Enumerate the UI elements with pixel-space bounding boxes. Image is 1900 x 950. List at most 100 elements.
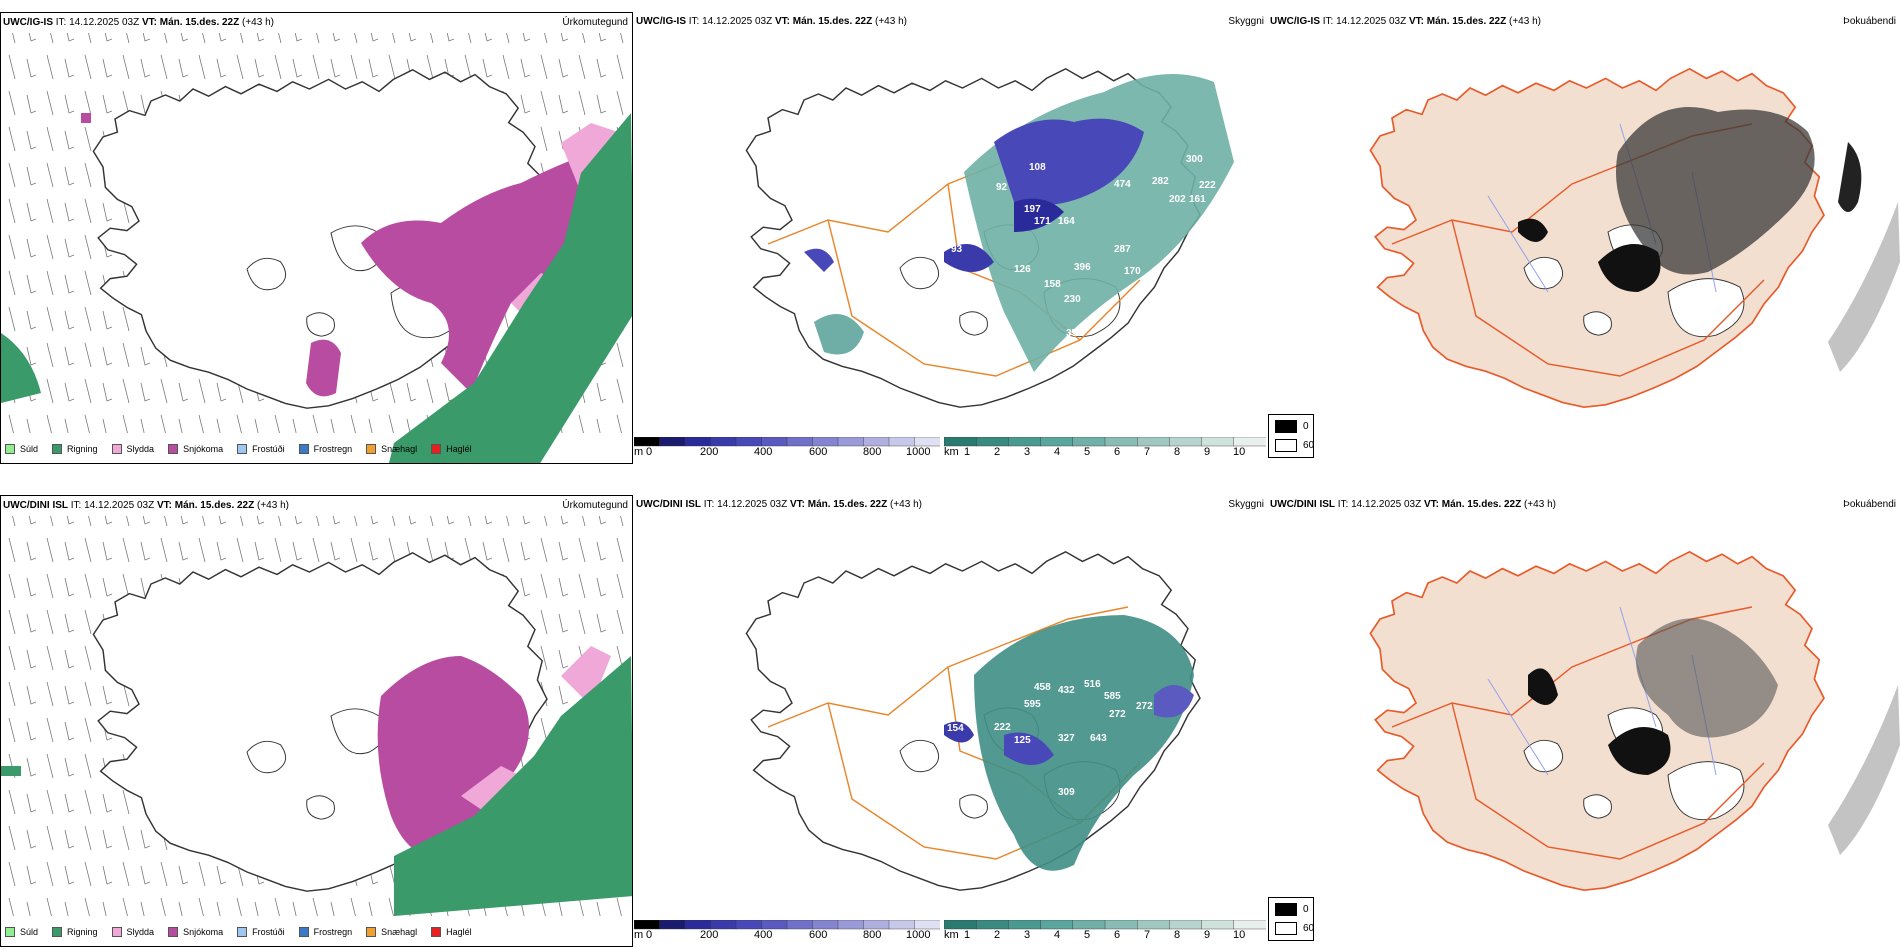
height-label: 93 <box>951 244 963 255</box>
colorbar-segment <box>1169 920 1203 930</box>
height-tick: 0 <box>646 446 653 458</box>
height-tick: 800 <box>863 446 882 458</box>
legend-item: Frostúði <box>237 444 285 454</box>
colorbar-segment <box>1104 920 1138 930</box>
panel-header: UWC/DINI ISL IT: 14.12.2025 03Z VT: Mán.… <box>3 500 289 511</box>
panel-header: UWC/DINI ISL IT: 14.12.2025 03Z VT: Mán.… <box>636 499 922 510</box>
visibility-colorbar-row1: km 1 2 3 4 5 6 7 8 9 10 <box>944 437 1266 459</box>
panel-header: UWC/DINI ISL IT: 14.12.2025 03Z VT: Mán.… <box>1270 499 1556 510</box>
height-label: 125 <box>862 244 879 255</box>
panel-title: Skyggni <box>1228 16 1264 27</box>
height-label: 432 <box>1058 685 1075 696</box>
panel-title: Þokuábendi <box>1843 16 1896 27</box>
colorbar-segment <box>944 920 977 930</box>
panel-title: Úrkomutegund <box>562 500 628 511</box>
visibility-tick: 4 <box>1054 446 1061 458</box>
height-label: 230 <box>1064 294 1081 305</box>
colorbar-segment <box>1040 920 1074 930</box>
legend-item: Slydda <box>111 444 154 454</box>
height-label: 287 <box>1114 244 1131 255</box>
height-label: 126 <box>1014 264 1031 275</box>
visibility-tick: 7 <box>1144 446 1151 458</box>
height-label: 222 <box>994 722 1011 733</box>
colorbar-segment <box>812 437 839 447</box>
height-colorbar-gradient <box>634 437 940 447</box>
colorbar-segment <box>1008 437 1042 447</box>
height-label: 396 <box>1074 262 1091 273</box>
legend-item: Snæhagl <box>366 927 417 937</box>
colorbar-segment <box>1104 437 1138 447</box>
panel-title: Þokuábendi <box>1843 499 1896 510</box>
height-tick: 600 <box>809 929 828 941</box>
visibility-tick: 2 <box>994 446 1001 458</box>
colorbar-segment <box>634 437 661 447</box>
visibility-panel-row1: UWC/IG-IS IT: 14.12.2025 03Z VT: Mán. 15… <box>634 12 1268 464</box>
visibility-tick: 9 <box>1204 929 1211 941</box>
visibility-tick: 4 <box>1054 929 1061 941</box>
precip-map <box>1 516 632 916</box>
colorbar-segment <box>786 920 814 930</box>
height-unit: m <box>634 446 644 458</box>
colorbar-segment <box>761 437 788 447</box>
legend-item: Rigning <box>52 927 98 937</box>
colorbar-segment <box>1201 920 1235 930</box>
colorbar-segment <box>1233 920 1266 930</box>
height-tick: 400 <box>754 446 773 458</box>
colorbar-segment <box>735 437 763 447</box>
visibility-tick: 8 <box>1174 929 1181 941</box>
height-label: 164 <box>1058 216 1075 227</box>
fog-index-map <box>1369 67 1900 409</box>
visibility-colorbar-row2: km 1 2 3 4 5 6 7 8 9 10 <box>944 920 1266 942</box>
legend-item: Snæhagl <box>366 444 417 454</box>
height-label: 197 <box>1024 204 1041 215</box>
height-colorbar-row1: m 0 200 400 600 800 1000 <box>634 437 940 459</box>
colorbar-segment <box>1040 437 1074 447</box>
legend-item: Súld <box>5 444 38 454</box>
height-label: 474 <box>1114 179 1131 190</box>
colorbar-segment <box>1072 920 1106 930</box>
colorbar-segment <box>837 437 865 447</box>
visibility-tick: 7 <box>1144 929 1151 941</box>
height-label: 595 <box>1024 699 1041 710</box>
height-label: 643 <box>1090 733 1107 744</box>
precip-legend: Súld Rigning Slydda Snjókoma Frostúði Fr… <box>5 922 486 942</box>
legend-item: Snjókoma <box>168 927 223 937</box>
legend-item: Haglél <box>431 927 472 937</box>
height-label: 585 <box>1104 691 1121 702</box>
precip-legend: Súld Rigning Slydda Snjókoma Frostúði Fr… <box>5 439 486 459</box>
colorbar-segment <box>1233 437 1266 447</box>
height-tick: 600 <box>809 446 828 458</box>
height-label: 108 <box>1029 162 1046 173</box>
panel-header: UWC/IG-IS IT: 14.12.2025 03Z VT: Mán. 15… <box>3 17 274 28</box>
legend-item: Slydda <box>111 927 154 937</box>
height-label: 125 <box>1014 735 1031 746</box>
panel-title: Skyggni <box>1228 499 1264 510</box>
visibility-tick: 10 <box>1233 446 1246 458</box>
legend-item: Haglél <box>431 444 472 454</box>
visibility-colorbar-gradient <box>944 920 1266 930</box>
height-tick: 1000 <box>906 446 931 458</box>
visibility-tick: 6 <box>1114 929 1121 941</box>
visibility-map: 458 432 516 595 585 272 272 222 125 327 … <box>745 551 1201 891</box>
visibility-tick: 1 <box>964 929 971 941</box>
colorbar-segment <box>888 437 916 447</box>
colorbar-segment <box>1136 920 1171 930</box>
colorbar-segment <box>888 920 916 930</box>
visibility-tick: 2 <box>994 929 1001 941</box>
colorbar-segment <box>710 437 737 447</box>
height-tick: 200 <box>700 446 719 458</box>
height-label: 309 <box>1058 787 1075 798</box>
legend-item: Frostregn <box>298 444 352 454</box>
colorbar-segment <box>735 920 763 930</box>
height-label: 458 <box>1034 682 1051 693</box>
legend-item: Súld <box>5 927 38 937</box>
colorbar-segment <box>1008 920 1042 930</box>
legend-item: Rigning <box>52 444 98 454</box>
height-label: 161 <box>1189 194 1206 205</box>
height-label: 92 <box>996 182 1008 193</box>
visibility-panel-row2: UWC/DINI ISL IT: 14.12.2025 03Z VT: Mán.… <box>634 495 1268 947</box>
precip-type-panel-row1: UWC/IG-IS IT: 14.12.2025 03Z VT: Mán. 15… <box>0 12 633 464</box>
colorbar-segment <box>1072 437 1106 447</box>
visibility-tick: 3 <box>1024 446 1031 458</box>
colorbar-segment <box>812 920 839 930</box>
